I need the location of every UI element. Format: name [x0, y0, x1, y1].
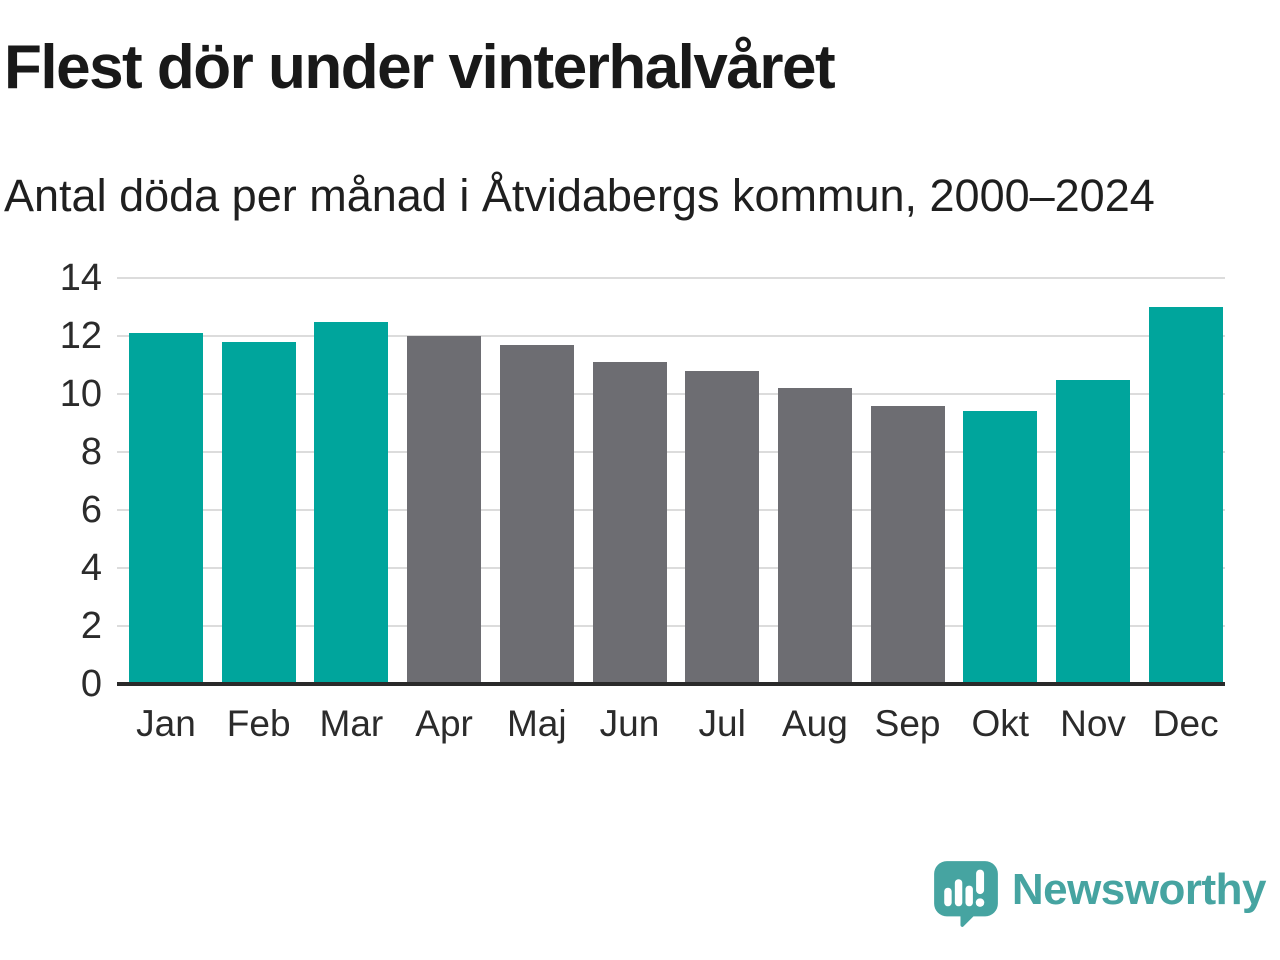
x-tick-label: Jul	[698, 703, 746, 744]
bar-okt	[963, 411, 1038, 684]
x-tick-label: Dec	[1152, 703, 1219, 744]
bar-jul	[685, 370, 760, 684]
bar-dec	[1148, 307, 1223, 684]
newsworthy-logo: Newsworthy	[932, 859, 1267, 927]
bar-feb	[221, 341, 296, 684]
bar-apr	[407, 336, 482, 684]
x-tick-label: Jun	[599, 703, 660, 744]
gridline	[117, 451, 1225, 453]
gridline	[117, 393, 1225, 395]
y-tick-label: 10	[59, 373, 102, 415]
y-tick-label: 6	[80, 489, 102, 531]
gridline	[117, 625, 1225, 627]
x-tick-label: Maj	[506, 703, 567, 744]
y-tick-label: 12	[59, 315, 102, 357]
y-tick-label: 2	[80, 605, 102, 647]
bar-aug	[777, 388, 852, 684]
x-tick-label: Nov	[1060, 703, 1126, 744]
gridline	[117, 509, 1225, 511]
plot-area	[117, 277, 1225, 686]
y-axis-labels: 0 2 4 6 8 10 12 14	[30, 259, 102, 703]
x-tick-label: Okt	[971, 703, 1030, 744]
x-tick-label: Aug	[781, 703, 848, 744]
chart-subtitle: Antal döda per månad i Åtvidabergs kommu…	[4, 170, 1155, 221]
x-tick-label: Sep	[874, 703, 941, 744]
x-axis-line	[117, 682, 1225, 686]
bar-mar	[314, 321, 389, 684]
newsworthy-wordmark: Newsworthy	[1011, 865, 1267, 914]
newsworthy-logo-icon	[932, 859, 1000, 927]
bar-jan	[129, 333, 203, 684]
bar-jun	[592, 362, 667, 684]
bar-nov	[1056, 379, 1130, 684]
bar-maj	[499, 344, 574, 684]
y-tick-label: 0	[80, 663, 102, 705]
x-tick-label: Jan	[136, 703, 196, 744]
x-tick-label: Apr	[415, 703, 473, 744]
x-axis-labels: Jan Feb Mar Apr Maj Jun Jul Aug Sep Okt Nov Dec	[117, 702, 1225, 752]
gridline	[117, 567, 1225, 569]
gridline	[117, 335, 1225, 337]
x-tick-label: Feb	[226, 703, 291, 744]
bar-sep	[870, 405, 945, 684]
y-tick-label: 8	[80, 431, 102, 473]
chart-title: Flest dör under vinterhalvåret	[4, 33, 836, 102]
gridline	[117, 277, 1225, 279]
y-tick-label: 4	[80, 547, 102, 589]
x-tick-label: Mar	[319, 703, 384, 744]
y-tick-label: 14	[59, 257, 102, 299]
